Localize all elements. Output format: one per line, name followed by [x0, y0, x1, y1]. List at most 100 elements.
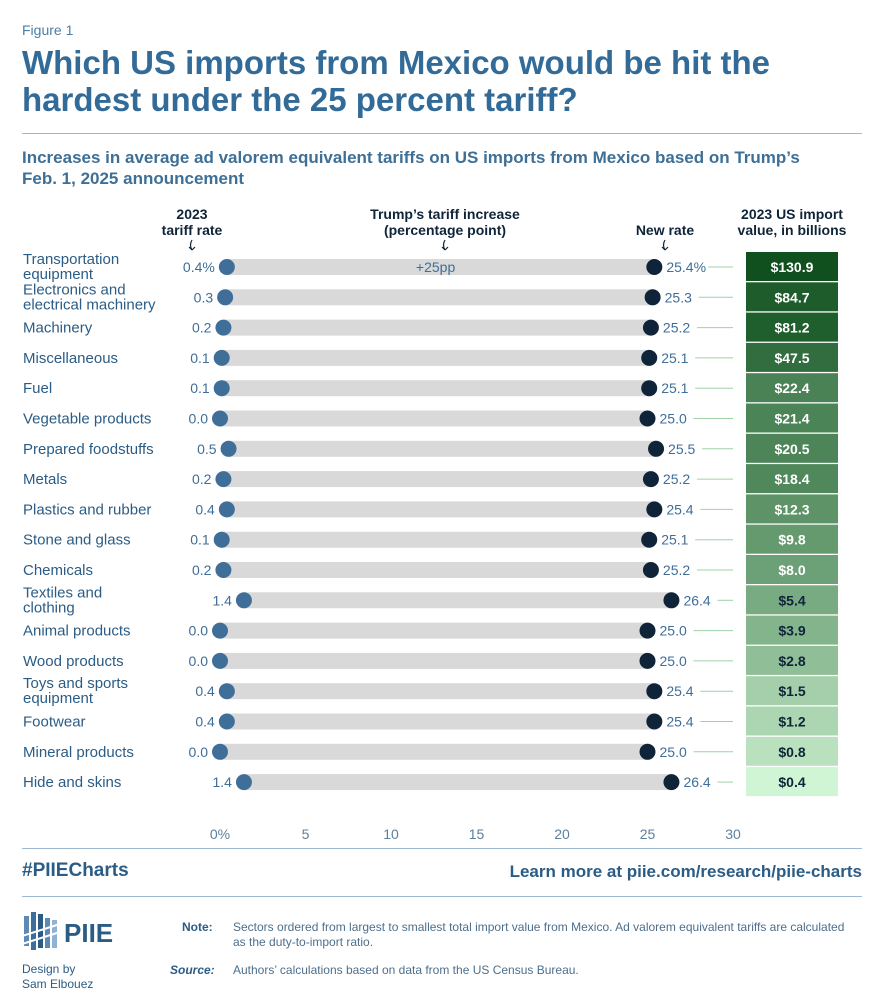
sector-label-line: electrical machinery	[23, 296, 156, 313]
new-rate-label: 25.1	[661, 380, 688, 396]
sector-label-line: Electronics and	[23, 281, 126, 298]
import-value-cell	[746, 252, 838, 281]
import-value-label: $0.8	[778, 744, 805, 760]
sector-label: Machinery	[23, 320, 93, 337]
import-value-cell	[746, 312, 838, 342]
old-rate-dot	[235, 774, 252, 791]
sector-label-line: Textiles and	[23, 584, 102, 601]
old-rate-label: 1.4	[212, 774, 232, 790]
header-new-rate: New rate	[636, 222, 695, 238]
header-import-value-line: 2023 US import	[741, 206, 843, 222]
import-value-cell	[746, 736, 838, 766]
new-rate-dot	[639, 743, 656, 760]
old-rate-dot	[215, 319, 232, 336]
import-value-cell	[746, 555, 838, 584]
piie-logo-text: PIIE	[64, 918, 114, 948]
footer-divider	[22, 896, 862, 897]
new-rate-label: 25.0	[660, 623, 687, 639]
new-rate-label: 25.4	[666, 683, 693, 699]
old-rate-label: 0.4%	[183, 259, 215, 275]
new-rate-label: 26.4	[683, 592, 710, 608]
credit-line-1: Design by	[22, 962, 76, 976]
old-rate-dot	[218, 713, 235, 730]
old-rate-label: 0.2	[192, 562, 212, 578]
import-value-cell	[746, 403, 838, 433]
increase-bar	[226, 683, 655, 700]
sector-label: Miscellaneous	[23, 350, 118, 367]
new-rate-dot	[641, 349, 658, 366]
import-value-cell	[746, 373, 838, 403]
learn-more-link[interactable]: Learn more at piie.com/research/piie-cha…	[509, 862, 862, 881]
x-tick-label: 0%	[210, 826, 230, 842]
increase-bar	[223, 471, 651, 488]
import-value-cell	[746, 706, 838, 736]
increase-bar	[243, 774, 672, 791]
old-rate-label: 0.0	[189, 623, 209, 639]
new-rate-dot	[639, 622, 656, 639]
old-rate-label: 0.2	[192, 471, 212, 487]
new-rate-label: 25.1	[661, 350, 688, 366]
header-arrow-icon	[188, 239, 196, 251]
new-rate-label: 25.0	[660, 744, 687, 760]
note-text: Sectors ordered from largest to smallest…	[233, 920, 845, 949]
import-value-cell	[746, 494, 838, 524]
sector-label: Fuel	[23, 380, 52, 397]
import-value-cell	[746, 464, 838, 494]
new-rate-label: 25.5	[668, 441, 695, 457]
source-text: Authors’ calculations based on data from…	[233, 963, 579, 977]
hashtag: #PIIECharts	[22, 860, 129, 881]
import-value-label: $81.2	[774, 320, 809, 336]
old-rate-dot	[213, 531, 230, 548]
old-rate-label: 0.2	[192, 320, 212, 336]
new-rate-dot	[663, 592, 680, 609]
old-rate-dot	[215, 471, 232, 488]
old-rate-label: 0.4	[195, 501, 215, 517]
old-rate-dot	[218, 259, 235, 275]
header-increase-line: (percentage point)	[384, 222, 506, 238]
sector-label: Hide and skins	[23, 774, 121, 791]
new-rate-label: 25.0	[660, 411, 687, 427]
sector-label: Stone and glass	[23, 532, 131, 549]
old-rate-dot	[212, 410, 228, 427]
sector-label: Metals	[23, 471, 67, 488]
import-value-label: $21.4	[774, 411, 809, 427]
header-old-rate-line: tariff rate	[162, 222, 223, 238]
sector-label: Wood products	[23, 653, 124, 670]
increase-bar	[225, 289, 653, 306]
import-value-cell	[746, 282, 838, 312]
old-rate-dot	[213, 380, 230, 397]
old-rate-label: 0.5	[197, 441, 217, 457]
new-rate-label: 25.2	[663, 320, 690, 336]
increase-bar	[221, 380, 650, 397]
import-value-label: $47.5	[774, 350, 809, 366]
import-value-label: $84.7	[774, 289, 809, 305]
import-value-cell	[746, 615, 838, 645]
increase-bar	[226, 501, 655, 518]
import-value-cell	[746, 433, 838, 463]
old-rate-label: 0.1	[190, 350, 210, 366]
x-tick-label: 20	[554, 826, 570, 842]
import-value-cell	[746, 585, 838, 615]
sector-label: Mineral products	[23, 744, 134, 761]
import-value-label: $20.5	[774, 441, 809, 457]
import-value-label: $1.2	[778, 714, 805, 730]
new-rate-dot	[646, 501, 663, 518]
x-tick-label: 30	[725, 826, 741, 842]
header-import-value-line: value, in billions	[738, 222, 847, 238]
increase-bar	[223, 319, 651, 336]
sector-label-line: equipment	[23, 690, 94, 707]
new-rate-dot	[644, 289, 661, 306]
increase-bar	[243, 592, 672, 609]
new-rate-dot	[646, 259, 663, 275]
note-label: Note:	[182, 920, 213, 934]
header-arrow-icon	[661, 239, 669, 251]
import-value-cell	[746, 524, 838, 554]
increase-bar	[223, 562, 651, 578]
old-rate-label: 0.1	[190, 380, 210, 396]
new-rate-dot	[639, 652, 656, 669]
increase-bar	[221, 531, 650, 548]
header-arrow-icon	[441, 239, 449, 251]
old-rate-dot	[218, 501, 235, 518]
increase-bar	[220, 410, 648, 427]
